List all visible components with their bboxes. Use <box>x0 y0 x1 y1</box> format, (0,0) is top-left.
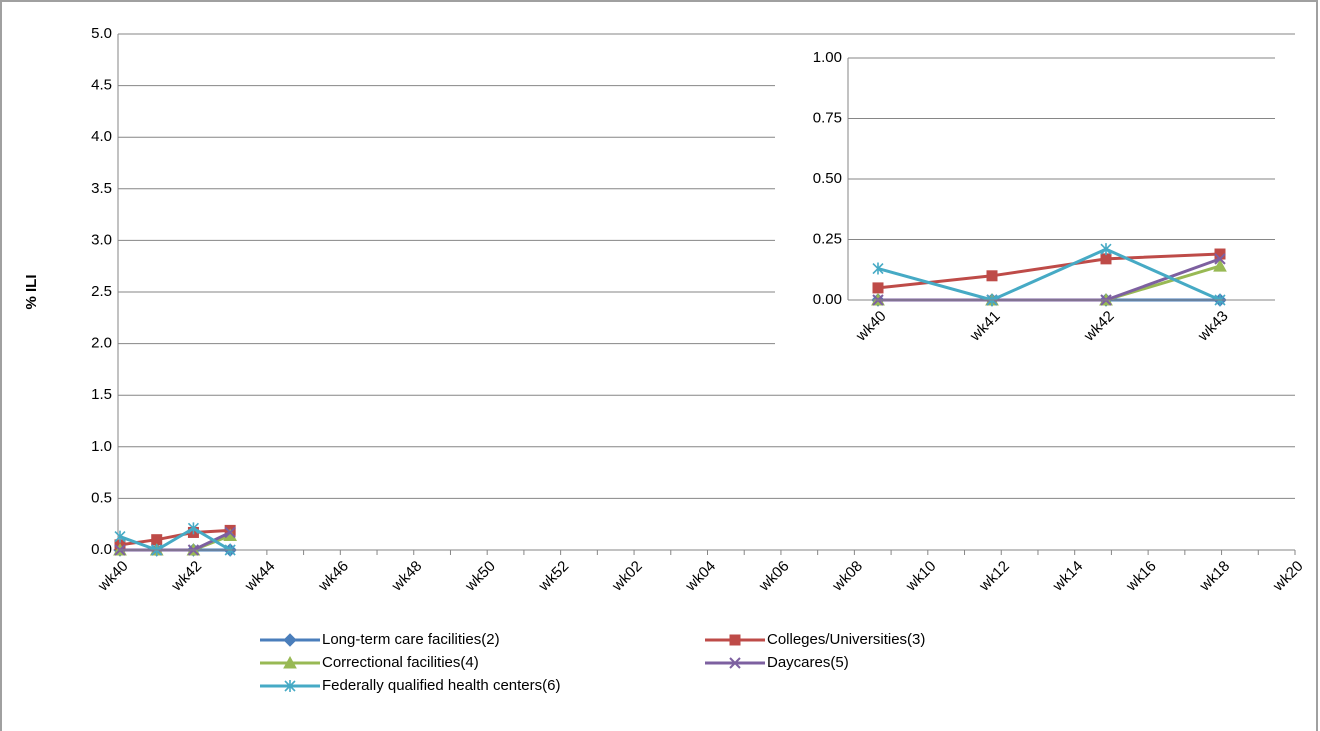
y-tick-label: 2.0 <box>91 335 112 352</box>
y-tick-label: 1.0 <box>91 438 112 455</box>
data-point <box>872 262 884 275</box>
y-tick-label: 0.5 <box>91 489 112 506</box>
legend-label: Daycares(5) <box>767 654 849 671</box>
legend-marker <box>729 657 741 669</box>
y-tick-label: 3.0 <box>91 231 112 248</box>
data-point <box>1214 253 1226 265</box>
y-tick-label: 4.5 <box>91 77 112 94</box>
legend-label: Colleges/Universities(3) <box>767 631 925 648</box>
y-tick-label: 0.75 <box>813 109 842 126</box>
y-tick-label: 0.00 <box>813 291 842 308</box>
data-point <box>1100 243 1112 256</box>
data-point <box>986 270 998 282</box>
legend-marker <box>284 680 296 692</box>
y-tick-label: 4.0 <box>91 128 112 145</box>
legend-marker <box>729 634 741 646</box>
y-tick-label: 1.5 <box>91 386 112 403</box>
y-tick-label: 3.5 <box>91 180 112 197</box>
y-tick-label: 0.0 <box>91 541 112 558</box>
y-axis-label: % ILI <box>23 274 40 309</box>
series-line <box>877 252 1221 290</box>
data-point <box>114 530 126 543</box>
data-point <box>187 522 200 535</box>
y-tick-label: 0.50 <box>813 170 842 187</box>
series-line <box>119 526 231 552</box>
data-point <box>224 526 236 539</box>
legend-marker <box>283 633 297 647</box>
data-point <box>872 282 884 294</box>
legend-label: Federally qualified health centers(6) <box>322 677 560 694</box>
legend-label: Correctional facilities(4) <box>322 654 479 671</box>
legend-marker <box>283 655 297 669</box>
data-point <box>1213 259 1227 272</box>
legend-label: Long-term care facilities(2) <box>322 631 500 648</box>
y-tick-label: 5.0 <box>91 25 112 42</box>
y-tick-label: 0.25 <box>813 230 842 247</box>
inset-background <box>775 40 1300 350</box>
y-tick-label: 2.5 <box>91 283 112 300</box>
series-line <box>877 247 1221 302</box>
data-point <box>1100 253 1112 265</box>
y-tick-label: 1.00 <box>813 49 842 66</box>
